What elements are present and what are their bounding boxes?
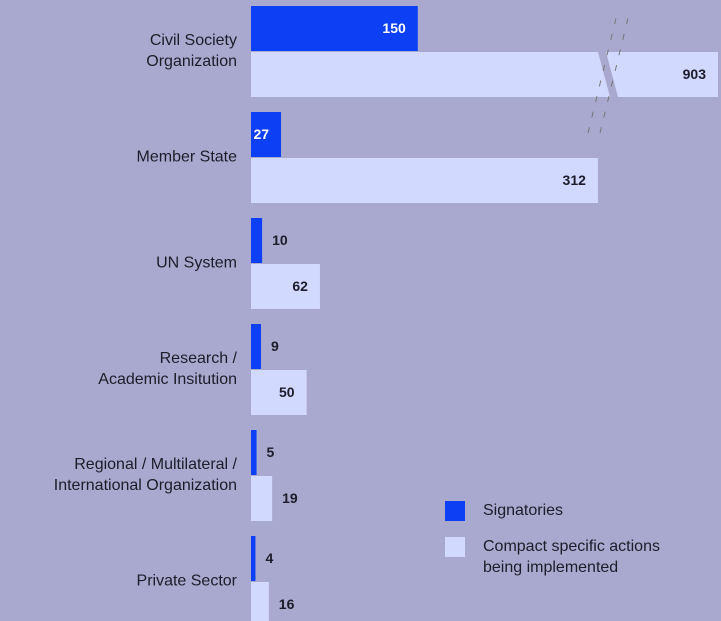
value-label: 903 xyxy=(683,66,707,82)
axis-break-gap xyxy=(598,52,618,97)
value-label: 9 xyxy=(271,338,279,354)
value-label: 27 xyxy=(253,126,269,142)
bar xyxy=(251,6,418,51)
value-label: 312 xyxy=(563,172,587,188)
bar xyxy=(251,476,273,521)
bar xyxy=(251,112,282,157)
bar xyxy=(251,582,269,621)
bar xyxy=(251,218,263,263)
category-label: UN System xyxy=(156,254,237,272)
legend-swatch xyxy=(445,501,465,521)
value-label: 16 xyxy=(279,596,295,612)
value-label: 4 xyxy=(265,550,273,566)
bar xyxy=(251,158,598,203)
bar xyxy=(251,52,718,97)
value-label: 5 xyxy=(267,444,275,460)
bar xyxy=(251,324,262,369)
value-label: 19 xyxy=(282,490,298,506)
category-label: Research / Academic Insitution xyxy=(98,350,237,388)
legend-label: Signatories xyxy=(483,502,564,519)
category-label: Private Sector xyxy=(136,572,237,590)
axis-break-mark xyxy=(587,9,619,134)
bar xyxy=(251,370,307,415)
value-label: 62 xyxy=(292,278,308,294)
legend-swatch xyxy=(445,537,465,557)
value-label: 50 xyxy=(279,384,295,400)
bar xyxy=(251,264,320,309)
value-label: 150 xyxy=(382,20,406,36)
bar xyxy=(251,430,257,475)
category-label: Regional / Multilateral / International … xyxy=(53,456,237,494)
value-label: 10 xyxy=(272,232,288,248)
category-label: Civil Society Organization xyxy=(146,32,237,70)
bar xyxy=(251,536,256,581)
axis-break-mark xyxy=(599,9,631,134)
category-label: Member State xyxy=(136,148,237,166)
legend-label: Compact specific actions being implement… xyxy=(483,538,660,576)
